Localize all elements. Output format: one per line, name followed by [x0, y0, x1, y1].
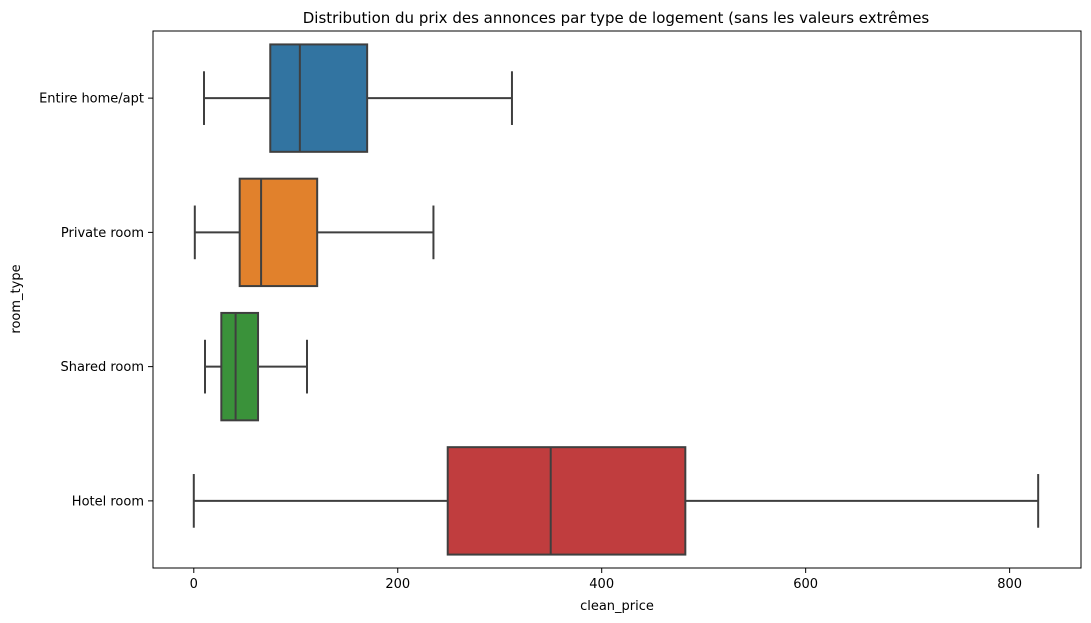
y-tick-label: Hotel room	[72, 494, 144, 509]
box-rect	[238, 177, 319, 288]
box-rect	[446, 446, 687, 556]
y-axis-label: room_type	[9, 264, 24, 333]
x-axis-label: clean_price	[580, 599, 654, 614]
box-rect	[220, 311, 260, 422]
y-tick-label: Entire home/apt	[39, 92, 144, 107]
x-tick-label: 200	[385, 577, 410, 592]
box-3	[204, 311, 308, 422]
x-tick-label: 600	[793, 577, 818, 592]
box-2	[193, 177, 435, 288]
y-axis-ticks: Entire home/apt Private room Shared room Ho…	[39, 92, 153, 509]
x-axis-ticks: 0 200 400 600 800	[190, 568, 1022, 592]
box-4	[192, 446, 1040, 556]
x-tick-label: 800	[997, 577, 1022, 592]
box-rect	[269, 43, 369, 153]
y-tick-label: Private room	[61, 226, 144, 241]
chart-title: Distribution du prix des annonces par ty…	[303, 9, 930, 27]
y-tick-label: Shared room	[60, 360, 144, 375]
box-group	[192, 43, 1040, 556]
plot-area	[152, 30, 1082, 569]
x-tick-label: 400	[589, 577, 614, 592]
x-tick-label: 0	[190, 577, 198, 592]
box-1	[202, 43, 513, 153]
